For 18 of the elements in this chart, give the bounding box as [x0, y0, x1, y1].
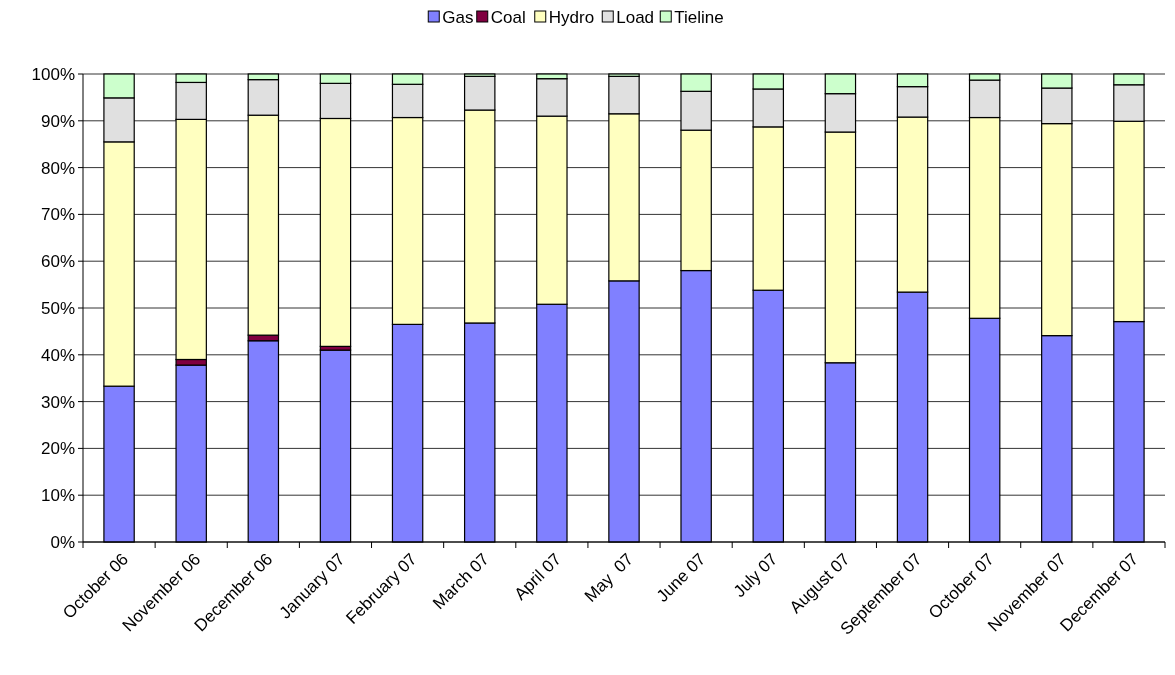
y-tick-label: 90%	[40, 111, 75, 131]
y-tick-label: 0%	[50, 532, 75, 552]
legend-label: Coal	[490, 7, 526, 27]
x-tick-label: July 07	[729, 549, 782, 602]
y-tick-label: 40%	[40, 345, 75, 365]
y-tick-label: 10%	[40, 486, 75, 506]
y-tick-label: 80%	[40, 158, 75, 178]
x-tick-label: May 07	[580, 549, 638, 606]
legend-label: Tieline	[674, 7, 724, 27]
legend-label: Hydro	[548, 7, 595, 27]
y-tick-label: 70%	[40, 205, 75, 225]
y-tick-label: 30%	[40, 392, 75, 412]
legend-label: Gas	[442, 7, 474, 27]
y-tick-label: 100%	[31, 64, 75, 84]
y-tick-label: 20%	[40, 439, 75, 459]
y-tick-label: 60%	[40, 252, 75, 272]
y-tick-label: 50%	[40, 298, 75, 318]
legend-label: Load	[616, 7, 655, 27]
